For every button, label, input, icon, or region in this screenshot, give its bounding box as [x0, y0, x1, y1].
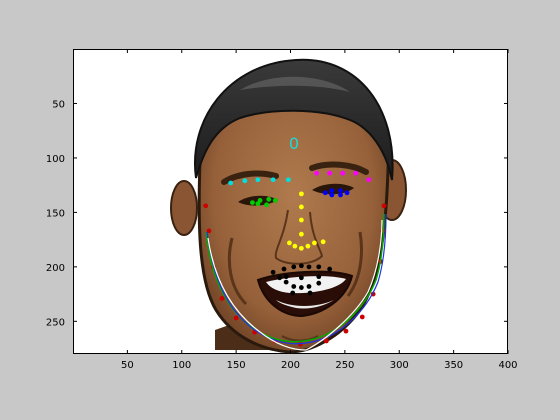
jaw-contour-green — [205, 213, 385, 343]
landmark-point-right-brow — [242, 178, 248, 184]
landmark-point-nose — [298, 191, 304, 197]
landmark-point-right-eye — [266, 196, 272, 202]
landmark-point-nose — [298, 245, 304, 251]
landmark-point-left-eye — [344, 190, 350, 196]
landmark-point-right-brow — [285, 177, 291, 183]
landmark-point-right-eye — [250, 200, 255, 205]
x-tick-label: 400 — [498, 360, 517, 371]
landmark-point-left-brow — [327, 170, 333, 176]
x-tick-label: 50 — [121, 360, 134, 371]
landmark-point-nose — [287, 240, 292, 246]
landmark-point-right-brow — [270, 177, 276, 183]
landmark-point-mouth — [306, 264, 312, 270]
landmark-point-jaw — [359, 314, 365, 320]
jaw-contours — [205, 213, 387, 351]
landmark-point-right-eye — [272, 198, 278, 203]
landmark-point-nose — [320, 239, 326, 245]
landmark-point-mouth — [327, 266, 333, 272]
x-tick-label: 350 — [444, 360, 463, 371]
landmark-point-jaw — [381, 203, 387, 209]
landmark-point-right-brow — [255, 177, 261, 183]
landmark-point-right-eye — [264, 202, 269, 208]
landmark-point-mouth — [291, 264, 297, 270]
landmark-point-jaw — [219, 296, 225, 301]
y-tick-label: 200 — [46, 263, 65, 274]
landmark-point-mouth — [277, 275, 283, 281]
y-tick-label: 50 — [52, 99, 65, 110]
landmark-point-mouth — [281, 266, 287, 272]
landmark-point-mouth — [290, 290, 296, 296]
landmark-point-mouth — [270, 269, 276, 275]
overlay-label: 0 — [289, 134, 299, 153]
landmark-point-right-brow — [228, 180, 234, 186]
y-tick-label: 100 — [46, 154, 65, 165]
landmark-point-right-eye — [255, 201, 261, 207]
landmark-point-mouth — [298, 275, 304, 281]
landmark-point-mouth — [316, 274, 322, 280]
landmark-point-left-eye — [329, 192, 335, 198]
landmark-point-jaw — [343, 328, 349, 334]
landmark-point-nose — [305, 243, 311, 249]
landmark-point-mouth — [298, 285, 304, 290]
landmark-point-mouth — [291, 284, 297, 289]
landmark-point-nose — [292, 243, 298, 249]
landmark-point-nose — [298, 204, 304, 210]
x-tick-label: 150 — [227, 360, 246, 371]
x-tick-label: 100 — [172, 360, 191, 371]
landmark-point-mouth — [283, 279, 289, 285]
x-axis-ticks: 50 100 150 200 250 300 350 400 — [121, 49, 518, 371]
landmark-point-left-brow — [340, 170, 346, 176]
x-tick-label: 200 — [281, 360, 300, 371]
x-tick-label: 250 — [335, 360, 354, 371]
landmark-point-mouth — [283, 274, 289, 280]
landmark-point-left-eye — [338, 192, 343, 198]
landmark-point-jaw — [323, 338, 329, 344]
landmark-point-left-eye — [322, 190, 328, 196]
landmark-point-mouth — [316, 280, 322, 286]
y-axis-ticks: 50 100 150 200 250 — [46, 99, 508, 328]
landmark-point-jaw — [233, 315, 239, 321]
landmark-point-left-brow — [314, 170, 319, 176]
landmark-point-nose — [298, 231, 304, 237]
landmark-point-mouth — [316, 264, 322, 270]
face-image — [170, 58, 407, 354]
y-tick-label: 150 — [46, 208, 65, 219]
landmark-point-left-brow — [353, 170, 359, 176]
x-tick-label: 300 — [390, 360, 409, 371]
jaw-contour-white — [207, 219, 383, 351]
landmark-point-left-brow — [366, 177, 372, 183]
landmark-point-nose — [298, 217, 304, 223]
jaw-contour-blue — [206, 213, 387, 345]
landmark-point-mouth — [307, 290, 313, 296]
landmark-point-left-eye — [338, 188, 343, 194]
landmark-point-mouth — [306, 284, 312, 289]
landmark-point-mouth — [298, 263, 304, 269]
landmark-point-left-eye — [329, 188, 335, 194]
landmark-point-jaw — [206, 228, 212, 234]
landmark-point-nose — [312, 240, 317, 246]
landmark-point-jaw — [203, 203, 209, 209]
y-tick-label: 250 — [46, 317, 65, 328]
